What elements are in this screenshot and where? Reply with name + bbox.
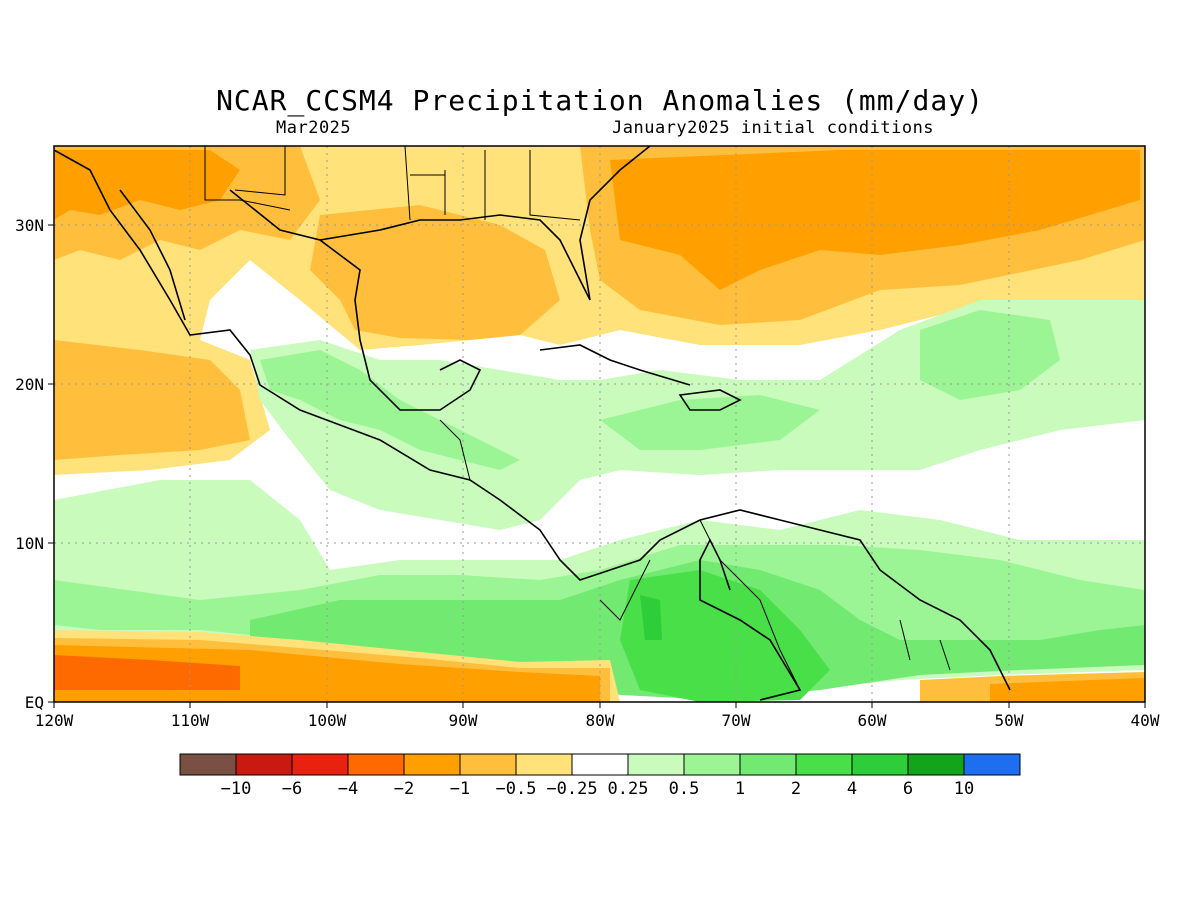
initial-conditions: January2025 initial conditions	[612, 118, 935, 138]
x-tick-label: 120W	[35, 711, 74, 730]
colorbar-label: 2	[791, 779, 801, 799]
colorbar-swatch	[571, 753, 629, 776]
colorbar-label: −0.5	[496, 779, 537, 799]
x-tick-label: 70W	[722, 711, 751, 730]
colorbar-swatch	[963, 753, 1021, 776]
colorbar-label: −4	[338, 779, 358, 799]
dry-region-pacific-west	[54, 340, 250, 460]
y-tick-label: 30N	[15, 216, 44, 235]
wet-region-south-america	[620, 570, 830, 702]
colorbar-label: 1	[735, 779, 745, 799]
forecast-month: Mar2025	[276, 118, 352, 138]
x-tick-label: 110W	[171, 711, 210, 730]
anomaly-field	[54, 146, 1145, 702]
x-tick-label: 40W	[1131, 711, 1160, 730]
colorbar-swatch	[515, 753, 573, 776]
colorbar-label: −1	[450, 779, 470, 799]
colorbar-swatch	[291, 753, 349, 776]
colorbar-swatch	[347, 753, 405, 776]
colorbar-swatch	[683, 753, 741, 776]
x-axis-ticks	[53, 702, 1146, 708]
dry-region-gulf	[310, 205, 560, 340]
colorbar-swatch	[179, 753, 237, 776]
x-tick-label: 100W	[308, 711, 347, 730]
dry-region-atlantic-core	[610, 150, 1140, 290]
y-tick-label: 20N	[15, 375, 44, 394]
colorbar-label: 4	[847, 779, 857, 799]
x-tick-label: 80W	[586, 711, 615, 730]
dry-region-equator-west-strong	[54, 655, 240, 690]
x-axis-labels: 120W 110W 100W 90W 80W 70W 60W 50W 40W	[35, 711, 1160, 730]
y-tick-label: EQ	[25, 693, 44, 712]
colorbar-swatch	[907, 753, 965, 776]
colorbar-label: 0.5	[669, 779, 700, 799]
colorbar-label: 10	[954, 779, 974, 799]
y-tick-label: 10N	[15, 534, 44, 553]
colorbar-swatch	[235, 753, 293, 776]
y-axis-ticks	[48, 224, 54, 703]
colorbar-swatch	[459, 753, 517, 776]
colorbar-swatch	[739, 753, 797, 776]
colorbar-swatch	[403, 753, 461, 776]
wet-region-colombia-core	[640, 595, 662, 640]
x-tick-label: 60W	[858, 711, 887, 730]
colorbar-label: −0.25	[546, 779, 597, 799]
map-title: NCAR_CCSM4 Precipitation Anomalies (mm/d…	[216, 84, 984, 117]
wet-region-atlantic-core	[920, 310, 1060, 400]
borders	[204, 145, 951, 691]
colorbar-label: 0.25	[608, 779, 649, 799]
x-tick-label: 50W	[995, 711, 1024, 730]
colorbar-label: 6	[903, 779, 913, 799]
wet-region-caribbean	[600, 395, 820, 450]
colorbar-swatch	[627, 753, 685, 776]
colorbar: −10 −6 −4 −2 −1 −0.5 −0.25 0.25 0.5 1 2 4 6 10	[179, 753, 1021, 799]
dry-region-mexico	[54, 150, 240, 220]
colorbar-label: −10	[221, 779, 252, 799]
colorbar-label: −2	[394, 779, 414, 799]
colorbar-swatch	[795, 753, 853, 776]
colorbar-swatch	[851, 753, 909, 776]
wet-region-honduras	[260, 350, 520, 470]
x-tick-label: 90W	[449, 711, 478, 730]
y-axis-labels: EQ 10N 20N 30N	[15, 216, 44, 712]
colorbar-label: −6	[282, 779, 302, 799]
dry-region-equator-east-core	[990, 678, 1145, 702]
